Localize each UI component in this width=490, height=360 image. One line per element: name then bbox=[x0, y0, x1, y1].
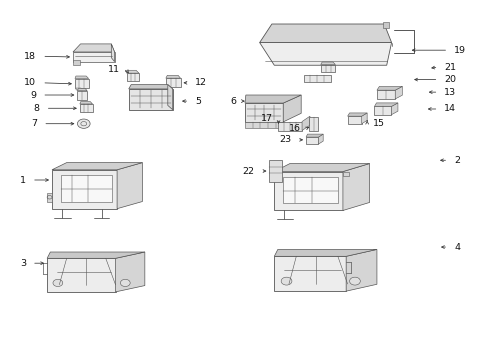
Text: 14: 14 bbox=[444, 104, 456, 113]
Circle shape bbox=[281, 277, 292, 285]
Text: 2: 2 bbox=[454, 156, 460, 165]
Polygon shape bbox=[374, 107, 392, 115]
Polygon shape bbox=[47, 258, 116, 292]
Text: 18: 18 bbox=[24, 52, 36, 61]
Polygon shape bbox=[343, 163, 369, 211]
Text: 21: 21 bbox=[444, 63, 456, 72]
Circle shape bbox=[121, 279, 130, 287]
Polygon shape bbox=[260, 24, 392, 42]
Text: 23: 23 bbox=[279, 135, 292, 144]
Circle shape bbox=[349, 277, 360, 285]
Polygon shape bbox=[306, 134, 323, 137]
Text: 4: 4 bbox=[454, 243, 460, 252]
Polygon shape bbox=[245, 103, 283, 122]
Polygon shape bbox=[395, 86, 402, 99]
Polygon shape bbox=[52, 170, 117, 209]
Text: 15: 15 bbox=[373, 119, 385, 128]
Polygon shape bbox=[302, 116, 310, 131]
Polygon shape bbox=[392, 103, 398, 115]
Text: 9: 9 bbox=[30, 90, 36, 99]
Polygon shape bbox=[77, 89, 87, 91]
Text: 16: 16 bbox=[289, 123, 301, 132]
Text: 11: 11 bbox=[108, 65, 121, 74]
Polygon shape bbox=[304, 75, 331, 82]
Polygon shape bbox=[61, 175, 112, 202]
Polygon shape bbox=[125, 70, 139, 73]
Circle shape bbox=[53, 279, 63, 287]
Polygon shape bbox=[166, 75, 180, 78]
Polygon shape bbox=[321, 64, 335, 72]
Text: 6: 6 bbox=[231, 96, 237, 105]
Polygon shape bbox=[321, 62, 335, 64]
Polygon shape bbox=[75, 76, 89, 78]
Text: 7: 7 bbox=[31, 119, 37, 128]
Polygon shape bbox=[283, 177, 338, 203]
Polygon shape bbox=[80, 102, 93, 104]
Polygon shape bbox=[270, 160, 282, 182]
Polygon shape bbox=[129, 85, 172, 89]
Polygon shape bbox=[116, 252, 145, 292]
Polygon shape bbox=[117, 163, 143, 209]
Text: 20: 20 bbox=[444, 75, 456, 84]
Text: 12: 12 bbox=[195, 78, 207, 87]
Polygon shape bbox=[168, 85, 172, 110]
Polygon shape bbox=[260, 42, 392, 65]
Polygon shape bbox=[347, 116, 362, 124]
Text: 17: 17 bbox=[261, 114, 273, 123]
Polygon shape bbox=[377, 86, 402, 90]
Polygon shape bbox=[166, 78, 180, 87]
Polygon shape bbox=[383, 22, 389, 28]
Polygon shape bbox=[377, 90, 395, 99]
Polygon shape bbox=[306, 137, 318, 144]
Polygon shape bbox=[47, 193, 52, 202]
Polygon shape bbox=[73, 60, 80, 64]
Text: 3: 3 bbox=[20, 259, 26, 268]
Polygon shape bbox=[274, 249, 377, 256]
Polygon shape bbox=[75, 78, 89, 88]
Polygon shape bbox=[47, 252, 145, 258]
Text: 22: 22 bbox=[243, 167, 255, 176]
Text: 10: 10 bbox=[24, 78, 36, 87]
Polygon shape bbox=[310, 117, 318, 131]
Polygon shape bbox=[76, 88, 81, 90]
Polygon shape bbox=[318, 134, 323, 144]
Polygon shape bbox=[346, 249, 377, 291]
Polygon shape bbox=[73, 52, 115, 62]
Text: 19: 19 bbox=[454, 46, 466, 55]
Polygon shape bbox=[283, 95, 301, 122]
Polygon shape bbox=[127, 73, 139, 81]
Text: 1: 1 bbox=[20, 176, 26, 185]
Polygon shape bbox=[274, 172, 343, 211]
Polygon shape bbox=[73, 44, 115, 52]
Polygon shape bbox=[274, 256, 346, 291]
Polygon shape bbox=[347, 113, 367, 116]
Circle shape bbox=[77, 119, 90, 129]
Text: 8: 8 bbox=[34, 104, 40, 113]
Polygon shape bbox=[274, 163, 369, 172]
Text: 5: 5 bbox=[195, 96, 201, 105]
Text: 13: 13 bbox=[444, 87, 457, 96]
Polygon shape bbox=[77, 91, 87, 100]
Polygon shape bbox=[52, 163, 143, 170]
Polygon shape bbox=[245, 95, 301, 103]
Polygon shape bbox=[245, 122, 283, 129]
Polygon shape bbox=[362, 113, 367, 124]
Polygon shape bbox=[111, 44, 115, 62]
Polygon shape bbox=[278, 122, 302, 131]
Polygon shape bbox=[343, 172, 349, 176]
Polygon shape bbox=[80, 104, 93, 112]
Polygon shape bbox=[129, 89, 172, 110]
Polygon shape bbox=[374, 103, 398, 107]
